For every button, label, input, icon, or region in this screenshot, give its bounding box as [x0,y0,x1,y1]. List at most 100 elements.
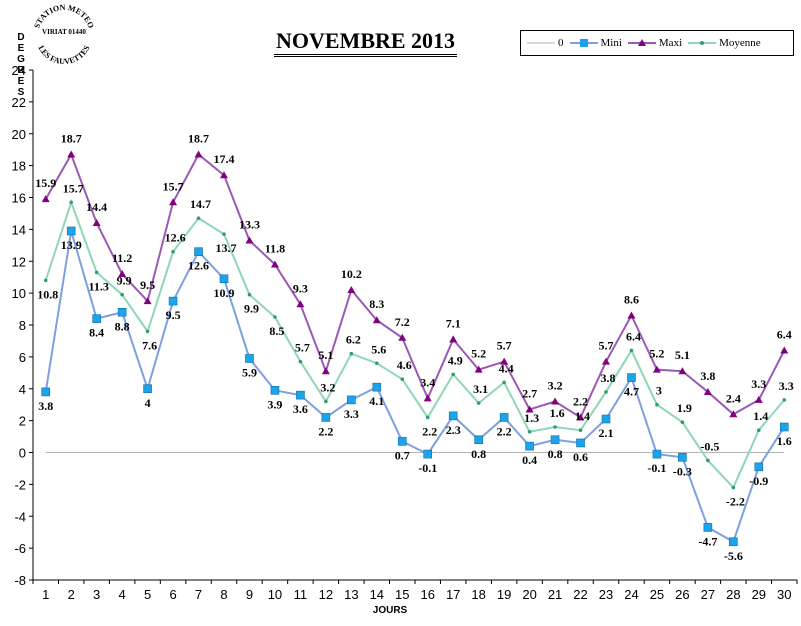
mini-marker [194,247,203,256]
stamp-middle-text: VIRIAT 01440 [42,28,86,36]
moyenne-marker [451,372,456,377]
x-axis-title: JOURS [372,605,408,616]
moyenne-marker [629,348,634,353]
data-label-moyenne: 7.6 [142,338,157,352]
moyenne-marker [69,200,73,205]
data-label-maxi: 9.3 [293,281,308,295]
y-tick-label: 22 [12,95,26,110]
data-label-moyenne: 3 [656,384,662,398]
moyenne-marker [145,329,150,334]
y-axis-title-letter: G [17,54,25,65]
data-label-maxi: 17.4 [214,152,235,166]
data-label-mini: 2.3 [446,423,461,437]
y-tick-label: -6 [14,541,26,556]
legend-swatch [688,41,717,45]
x-tick-label: 3 [93,587,100,602]
data-label-moyenne: 3.8 [601,371,616,385]
maxi-marker [627,311,636,319]
data-label-maxi: 10.2 [341,267,362,281]
mini-marker [372,382,382,392]
x-tick-label: 28 [726,587,740,602]
data-label-maxi: 7.2 [395,315,410,329]
moyenne-marker [247,292,252,297]
maxi-marker [576,413,585,421]
y-tick-label: -4 [14,509,26,524]
x-tick-label: 7 [195,587,202,602]
mini-marker [703,523,713,532]
data-label-moyenne: 15.7 [63,181,84,195]
data-label-moyenne: 3.2 [320,381,335,395]
x-tick-label: 24 [624,587,638,602]
data-label-moyenne: 10.8 [37,287,58,301]
x-tick-label: 26 [675,587,689,602]
data-label-mini: 2.1 [599,426,614,440]
moyenne-marker [425,415,430,420]
maxi-marker [220,171,228,179]
data-label-mini: 8.8 [115,319,130,333]
y-axis-title-letter: S [17,87,25,98]
moyenne-marker [196,216,201,221]
maxi-marker [551,397,560,405]
data-label-mini: 4.1 [369,394,384,408]
data-label-mini: -0.3 [673,464,692,478]
data-label-moyenne: 1.6 [550,406,565,420]
moyenne-marker [324,399,328,404]
moyenne-marker [476,401,481,405]
moyenne-marker [578,428,583,432]
mini-marker [474,435,483,445]
y-tick-label: 8 [19,318,26,333]
legend-swatch [627,39,656,46]
maxi-marker [449,335,458,343]
moyenne-marker [349,351,354,356]
moyenne-marker [375,361,379,366]
legend-label: Mini [600,37,622,49]
y-axis-title-letter: E [17,43,25,54]
moyenne-marker [706,458,710,463]
mini-marker [423,449,433,459]
data-label-moyenne: 6.4 [626,330,641,344]
moyenne-marker [527,429,532,434]
data-label-moyenne: 9.9 [117,274,132,288]
mini-marker [347,395,356,405]
data-label-maxi: 18.7 [61,131,82,145]
data-label-mini: -4.7 [698,534,717,548]
maxi-marker [754,395,763,403]
maxi-marker [678,367,687,375]
data-label-mini: 3.9 [267,397,282,411]
legend-label: Moyenne [719,37,761,49]
x-tick-label: 5 [144,587,151,602]
x-tick-label: 29 [752,587,766,602]
data-label-moyenne: 4.6 [397,358,412,372]
data-label-moyenne: 4.4 [499,361,514,375]
data-label-maxi: 9.5 [140,278,155,292]
y-axis-title-letter: E [17,76,25,87]
x-tick-label: 14 [370,587,384,602]
legend-swatch [527,42,555,44]
data-label-mini: 2.2 [318,424,333,438]
moyenne-marker [655,402,659,407]
data-label-maxi: 3.3 [751,377,766,391]
data-label-maxi: 5.1 [318,348,333,362]
station-stamp: STATION METEO LES FAUVETTES VIRIAT 01440 [30,2,98,70]
chart-title: NOVEMBRE 2013 [274,28,458,57]
data-label-mini: -0.1 [647,461,666,475]
data-label-moyenne: 1.3 [524,411,539,425]
data-label-maxi: 5.7 [497,339,512,353]
maxi-marker [372,316,381,324]
mini-marker [117,307,127,317]
data-label-mini: 2.2 [497,424,512,438]
y-tick-label: -2 [14,477,26,492]
mini-marker [296,390,305,400]
moyenne-marker [604,390,608,394]
x-tick-label: 9 [246,587,253,602]
data-label-mini: 12.6 [188,259,209,273]
legend-item-mini: Mini [569,37,622,49]
data-label-maxi: 18.7 [188,131,209,145]
maxi-marker [321,367,330,375]
y-tick-label: 12 [12,254,26,269]
moyenne-marker [553,425,557,429]
x-tick-label: 12 [319,587,333,602]
data-label-maxi: 8.3 [369,297,384,311]
legend-item-0: 0 [527,37,564,49]
